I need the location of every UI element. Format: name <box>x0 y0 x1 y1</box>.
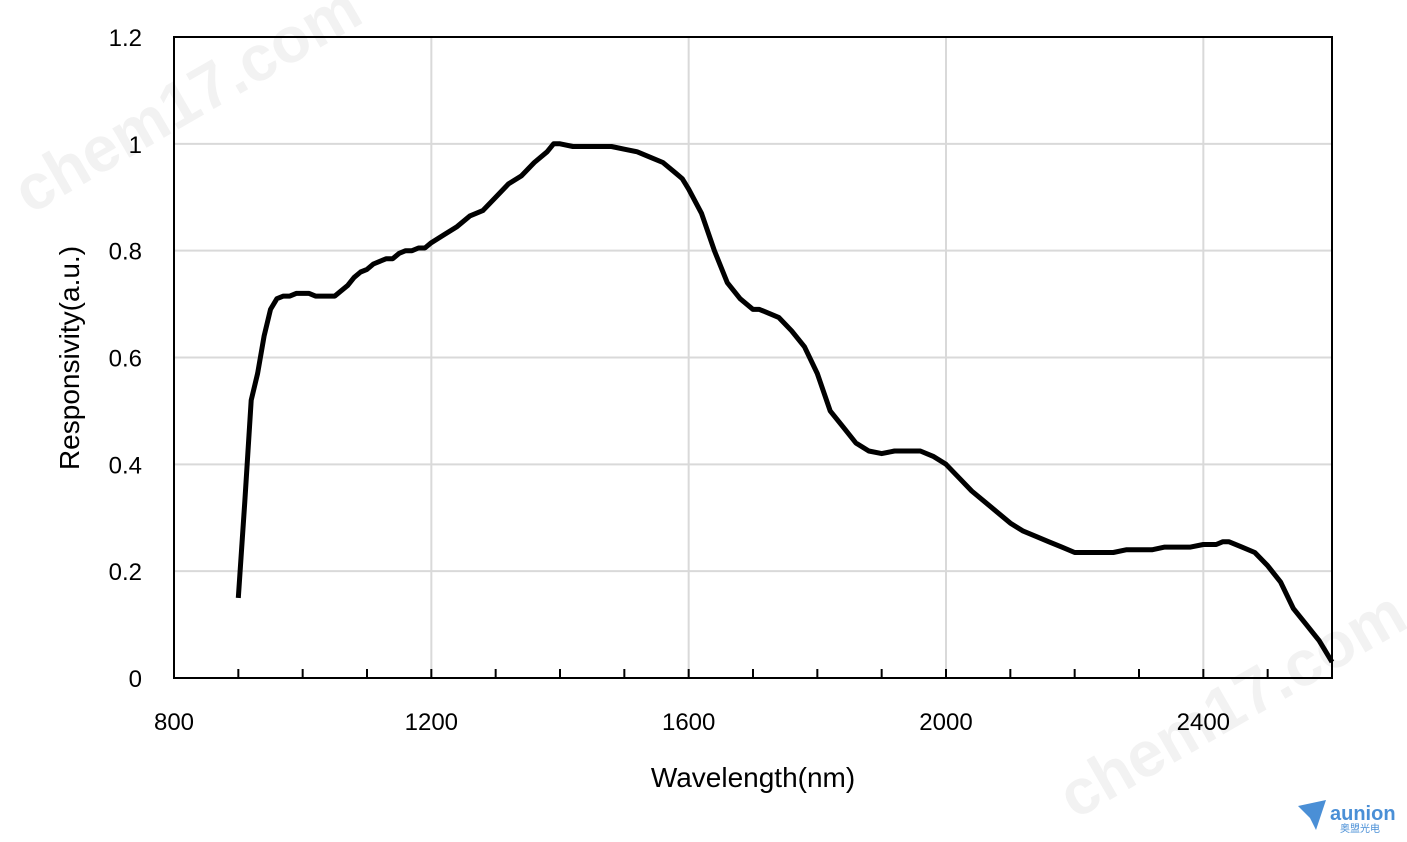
brand-logo: aunion 奥盟光电 <box>1298 800 1396 835</box>
watermark-text-top: chem17.com <box>1 0 373 227</box>
x-tick-label: 2000 <box>919 709 972 736</box>
x-tick-label: 1200 <box>405 709 458 736</box>
responsivity-curve <box>235 141 1335 664</box>
series-layer <box>235 141 1335 664</box>
y-tick-label: 0.6 <box>109 346 142 373</box>
y-tick-label: 0.4 <box>109 452 142 479</box>
y-tick-label: 0 <box>129 666 142 693</box>
y-tick-label: 0.2 <box>109 559 142 586</box>
gridlines <box>174 37 1332 678</box>
logo-text: aunion <box>1330 803 1396 825</box>
x-axis-title: Wavelength(nm) <box>651 762 855 793</box>
y-tick-label: 1.2 <box>109 25 142 52</box>
x-tick-label: 2400 <box>1177 709 1230 736</box>
x-tick-label: 800 <box>154 709 194 736</box>
axes <box>173 36 1333 679</box>
y-tick-label: 0.8 <box>109 239 142 266</box>
paper-plane-icon <box>1298 800 1326 830</box>
logo-subtext: 奥盟光电 <box>1340 822 1380 835</box>
tick-labels: 800 1200 1600 2000 2400 0 0.2 0.4 0.6 0.8 1 1.2 <box>109 25 1230 736</box>
y-tick-label: 1 <box>129 132 142 159</box>
watermark-text-bottom: chem17.com <box>1046 576 1407 832</box>
x-tick-label: 1600 <box>662 709 715 736</box>
y-axis-title: Responsivity(a.u.) <box>54 246 85 470</box>
